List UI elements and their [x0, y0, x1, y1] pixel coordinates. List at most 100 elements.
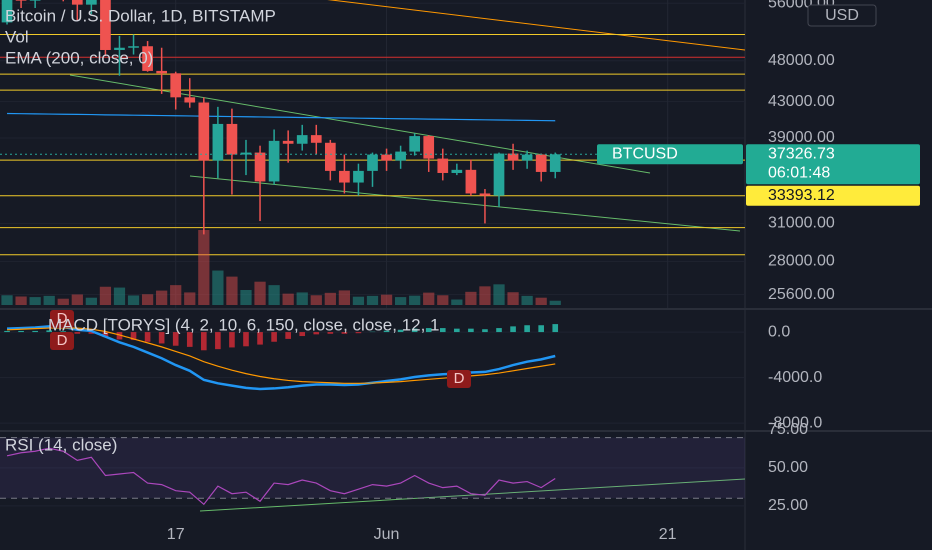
- candle-body: [29, 0, 41, 1]
- volume-bar: [71, 294, 83, 305]
- histogram-bar: [32, 330, 38, 333]
- histogram-bar: [524, 325, 530, 333]
- candle-body: [451, 169, 463, 173]
- histogram-bar: [482, 329, 488, 333]
- y-tick-label: 75.00: [768, 421, 808, 438]
- candle-body: [367, 154, 378, 171]
- currency-box[interactable]: [807, 4, 877, 27]
- histogram-bar: [313, 332, 320, 335]
- histogram-bar: [215, 332, 221, 350]
- candle-body: [184, 97, 196, 103]
- volume-bar: [310, 295, 322, 305]
- histogram-bar: [4, 330, 10, 333]
- trendline: [199, 478, 745, 512]
- volume-bar: [43, 295, 55, 305]
- candle-body: [240, 152, 252, 155]
- candle-body: [198, 102, 210, 161]
- y-tick-label: 25.00: [768, 497, 808, 514]
- volume-bar: [226, 276, 238, 305]
- y-tick-label: 28000.00: [768, 253, 835, 270]
- histogram-bar: [327, 332, 334, 334]
- candle-body: [437, 158, 449, 173]
- volume-bar: [409, 295, 421, 305]
- volume-bar: [254, 281, 266, 305]
- y-tick-label: 39000.00: [768, 129, 835, 146]
- histogram-bar: [186, 332, 193, 347]
- trendline: [189, 175, 741, 232]
- histogram-bar: [299, 332, 306, 337]
- x-tick-label: 17: [167, 526, 185, 543]
- candle-body: [493, 153, 505, 196]
- signal-marker-label: D: [57, 332, 68, 349]
- signal-marker: [50, 332, 74, 350]
- histogram-bar: [496, 328, 502, 333]
- volume-bar: [535, 297, 547, 305]
- histogram-bar: [552, 324, 559, 333]
- histogram-bar: [229, 332, 235, 348]
- rsi-band: [0, 437, 745, 499]
- volume-bar: [15, 296, 27, 305]
- candle-body: [479, 193, 491, 196]
- y-tick-label: 50.00: [768, 459, 808, 476]
- volume-bar: [479, 286, 491, 305]
- candle-body: [339, 170, 350, 183]
- volume-bar: [394, 297, 407, 305]
- histogram-bar: [285, 332, 291, 339]
- candle-body: [268, 140, 280, 182]
- candle-body: [282, 140, 294, 144]
- volume-bar: [268, 285, 280, 305]
- volume-bar: [1, 295, 13, 305]
- ema-line: [7, 112, 556, 122]
- candle-body: [254, 152, 266, 182]
- chart-title: Bitcoin / U.S. Dollar, 1D, BITSTAMP: [5, 6, 276, 25]
- y-tick-label: 31000.00: [768, 215, 835, 232]
- histogram-bar: [411, 328, 418, 333]
- histogram-bar: [355, 332, 362, 334]
- y-tick-label: -4000.0: [768, 369, 822, 386]
- histogram-bar: [341, 332, 348, 334]
- ema-title: EMA (200, close, 0): [5, 48, 153, 67]
- histogram-bar: [116, 332, 123, 340]
- symbol-label: BTCUSD: [612, 146, 678, 163]
- volume-bar: [198, 230, 210, 305]
- candle-body: [15, 0, 27, 1]
- volume-bar: [366, 295, 379, 305]
- histogram-bar: [18, 330, 24, 333]
- histogram-bar: [144, 332, 151, 342]
- candle-body: [521, 154, 533, 161]
- volume-bar: [451, 299, 463, 305]
- series-line: [6, 447, 556, 506]
- rsi-pane: [0, 437, 745, 512]
- signal-marker-label: D: [57, 310, 68, 327]
- price-level-badge: [746, 185, 920, 206]
- candle-body: [465, 169, 477, 194]
- last-price-label: 37326.73: [768, 146, 835, 163]
- currency: USD: [825, 7, 859, 24]
- histogram-bar: [439, 328, 446, 333]
- volume-bar: [113, 287, 126, 305]
- price-level-label: 33393.12: [768, 187, 835, 204]
- histogram-bar: [130, 332, 137, 341]
- signal-marker-label: D: [454, 370, 465, 387]
- volume-bar: [507, 292, 519, 305]
- volume-bar: [127, 295, 140, 305]
- x-tick-label: Jun: [374, 526, 400, 543]
- candle-body: [142, 46, 153, 71]
- volume-bar: [156, 290, 168, 305]
- candle-body: [1, 0, 13, 23]
- volume-bar: [57, 298, 69, 305]
- volume-bar: [338, 290, 351, 305]
- candle-body: [170, 73, 182, 98]
- histogram-bar: [257, 332, 263, 345]
- volume-bar: [549, 300, 561, 305]
- volume-bar: [29, 297, 41, 305]
- histogram-bar: [510, 326, 516, 333]
- histogram-bar: [88, 332, 95, 334]
- volume-bar: [493, 284, 505, 305]
- volume-bar: [184, 292, 196, 305]
- candle-body: [535, 154, 547, 172]
- y-tick-label: 25600.00: [768, 286, 835, 303]
- y-tick-label: 43000.00: [768, 93, 835, 110]
- histogram-bar: [102, 332, 109, 338]
